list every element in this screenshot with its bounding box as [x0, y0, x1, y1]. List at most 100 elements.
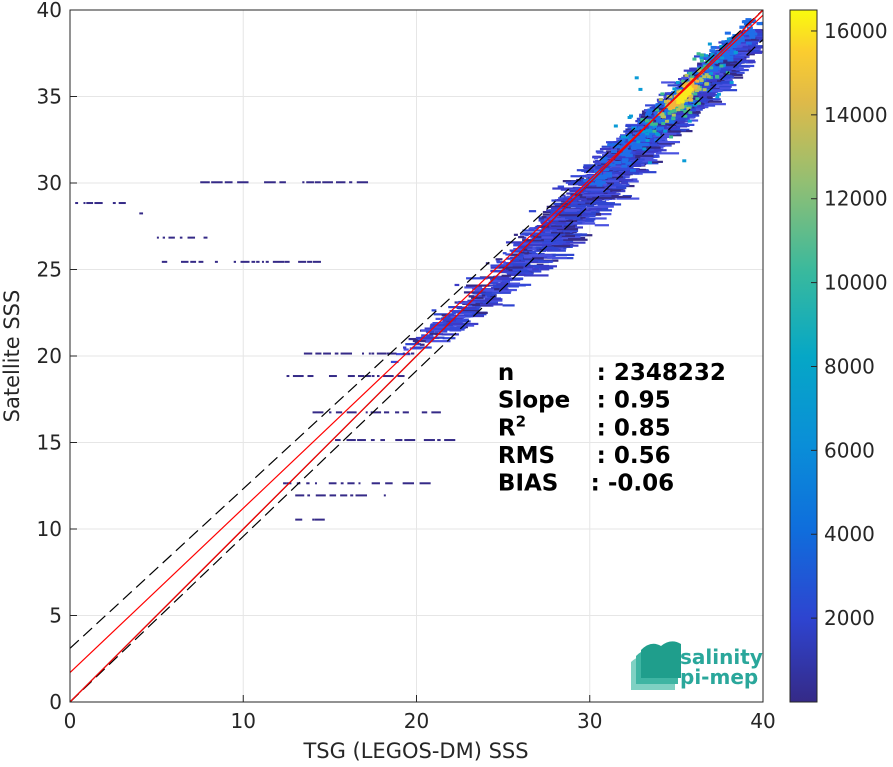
density-peak-cell — [645, 129, 650, 133]
density-peak-cell — [708, 75, 713, 79]
density-cell — [340, 494, 348, 497]
density-cell — [552, 187, 576, 190]
density-cell — [708, 62, 731, 65]
density-cell — [534, 249, 547, 252]
density-cell — [256, 260, 260, 263]
density-cell — [483, 294, 489, 297]
density-cell — [738, 51, 763, 54]
density-peak-cell — [690, 75, 695, 79]
density-peak-cell — [680, 105, 685, 109]
density-cell — [612, 187, 627, 190]
density-cell — [94, 202, 103, 205]
density-cell — [581, 169, 606, 172]
density-peak-cell — [686, 89, 691, 93]
density-peak-cell — [695, 85, 700, 89]
density-cell — [581, 207, 589, 210]
density-cell — [732, 49, 752, 52]
density-cell — [571, 214, 596, 218]
density-cell — [687, 93, 712, 96]
density-cell — [570, 203, 581, 206]
density-cell — [364, 375, 371, 378]
density-peak-cell — [682, 84, 687, 88]
density-cell — [425, 330, 435, 333]
density-cell — [447, 324, 466, 327]
density-cell — [264, 181, 276, 184]
density-cell — [543, 255, 556, 258]
density-cell — [593, 176, 600, 180]
density-cell — [179, 236, 183, 239]
density-peak-cell — [674, 103, 679, 107]
density-peak-cell — [691, 85, 696, 89]
density-cell — [764, 24, 770, 27]
density-cell — [303, 352, 313, 355]
density-cell — [490, 266, 501, 269]
density-cell — [585, 218, 596, 221]
density-peak-cell — [653, 122, 658, 126]
upper-bound-line — [70, 10, 763, 649]
y-tick-label: 25 — [37, 258, 62, 282]
density-cell — [402, 352, 405, 355]
density-cell — [456, 301, 476, 304]
density-cell — [518, 236, 525, 239]
y-tick-label: 5 — [49, 604, 62, 628]
density-cell — [554, 238, 568, 241]
density-peak-cell — [699, 59, 704, 63]
density-cell — [595, 171, 602, 175]
density-cell — [660, 126, 677, 130]
density-peak-cell — [680, 100, 685, 104]
density-cell — [640, 115, 652, 118]
density-cell — [654, 108, 665, 111]
density-cell — [508, 288, 517, 292]
density-cell — [112, 202, 116, 205]
density-cell — [419, 343, 425, 346]
density-cell — [586, 190, 611, 193]
density-cell — [358, 482, 361, 485]
density-cell — [542, 229, 562, 232]
density-peak-cell — [663, 100, 668, 104]
density-peak-cell — [674, 97, 679, 101]
density-cell — [686, 79, 693, 83]
density-cell — [538, 219, 559, 222]
density-peak-cell — [658, 98, 663, 102]
density-cell — [618, 152, 625, 156]
density-peak-cell — [715, 75, 720, 79]
density-cell — [466, 277, 488, 280]
density-cell — [533, 236, 542, 239]
density-cell — [334, 352, 339, 355]
colorbar-tick-label: 10000 — [824, 271, 888, 295]
density-peak-cell — [684, 82, 689, 86]
density-cell — [644, 109, 651, 113]
stat-label-superscript: 2 — [516, 412, 526, 430]
density-cell — [609, 178, 634, 182]
density-peak-cell — [613, 124, 618, 128]
logo-line-2: pi-mep — [680, 665, 758, 689]
density-peak-cell — [708, 71, 713, 75]
density-cell — [579, 177, 585, 180]
density-cell — [631, 178, 638, 181]
density-cell — [564, 209, 577, 212]
density-peak-cell — [696, 52, 701, 56]
density-cell — [284, 260, 290, 263]
density-cell — [602, 174, 609, 178]
density-cell — [646, 133, 653, 137]
density-cell — [682, 95, 707, 99]
density-cell — [628, 154, 654, 157]
density-cell — [371, 482, 380, 485]
density-cell — [724, 56, 744, 59]
density-cell — [443, 318, 469, 321]
density-cell — [637, 159, 658, 162]
density-cell — [637, 135, 644, 139]
density-cell — [552, 229, 558, 232]
density-cell — [625, 161, 632, 165]
y-tick-label: 20 — [37, 344, 62, 368]
density-cell — [724, 39, 731, 43]
density-peak-cell — [620, 135, 625, 139]
density-cell — [430, 324, 453, 327]
density-cell — [713, 72, 737, 75]
density-cell — [496, 283, 511, 286]
x-tick-label: 30 — [577, 709, 602, 733]
density-peak-cell — [629, 114, 634, 118]
density-cell — [312, 411, 324, 414]
x-tick-label: 0 — [64, 709, 77, 733]
density-cell — [745, 41, 752, 45]
